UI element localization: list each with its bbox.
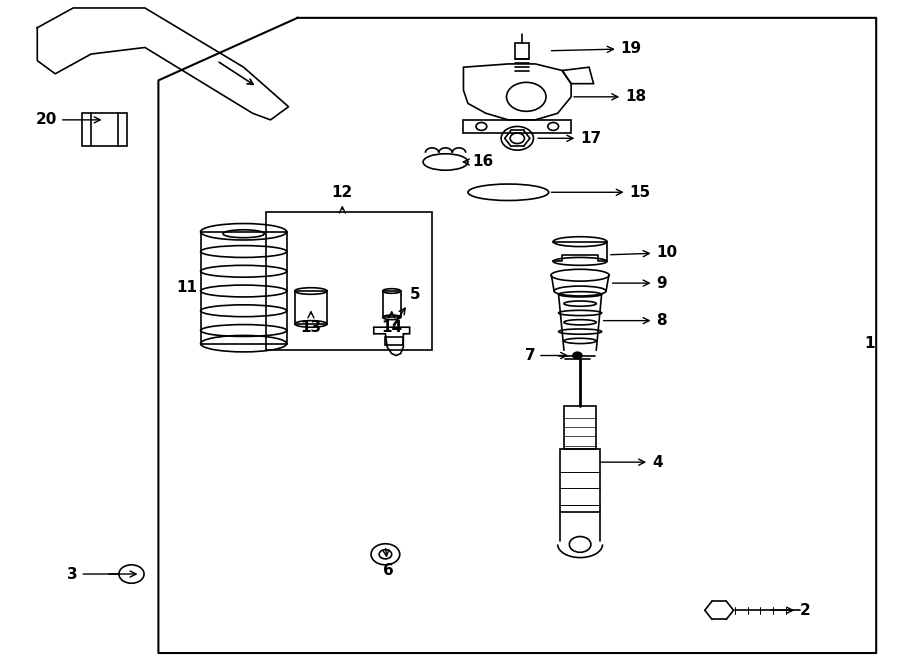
- Text: 20: 20: [36, 112, 100, 128]
- Text: 10: 10: [611, 245, 678, 260]
- Text: 9: 9: [613, 276, 667, 291]
- Text: 5: 5: [393, 287, 420, 325]
- Text: 8: 8: [604, 313, 667, 328]
- Circle shape: [573, 352, 582, 359]
- Text: 14: 14: [381, 312, 402, 334]
- Text: 19: 19: [552, 41, 642, 56]
- Bar: [266, 212, 432, 350]
- Text: 18: 18: [574, 89, 646, 104]
- Bar: [295, 291, 327, 324]
- Bar: [561, 449, 599, 512]
- Text: 12: 12: [332, 185, 353, 213]
- Bar: [564, 407, 596, 449]
- Text: 4: 4: [601, 455, 662, 470]
- Text: 15: 15: [552, 185, 651, 200]
- Text: 16: 16: [464, 155, 493, 169]
- Text: 17: 17: [538, 131, 601, 146]
- Text: 6: 6: [382, 549, 393, 578]
- Text: 3: 3: [67, 566, 136, 582]
- Text: 2: 2: [771, 603, 811, 618]
- Text: 11: 11: [176, 280, 197, 295]
- Bar: [515, 43, 529, 59]
- Bar: [382, 291, 400, 317]
- Bar: [201, 232, 287, 344]
- Text: 7: 7: [525, 348, 567, 363]
- Bar: [385, 337, 403, 345]
- Text: 13: 13: [301, 312, 321, 334]
- Text: 1: 1: [865, 336, 875, 351]
